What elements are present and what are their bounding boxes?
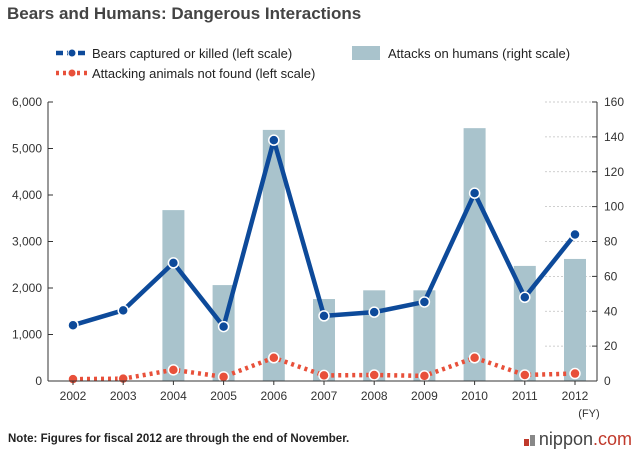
- brand-name: nippon: [538, 429, 593, 449]
- bar-2007: [313, 299, 335, 381]
- legend-not-found-marker: [67, 68, 77, 78]
- left-tick-label: 4,000: [12, 188, 42, 202]
- point-bears-2003: [117, 304, 129, 317]
- point-not-found-2005: [217, 371, 230, 383]
- legend-attacks-swatch: [352, 46, 380, 60]
- point-not-found-2008: [368, 369, 380, 381]
- right-tick-label: 140: [604, 130, 624, 144]
- attack-bars: [162, 128, 586, 381]
- left-tick-label: 5,000: [12, 142, 42, 156]
- point-not-found-2012: [569, 367, 581, 380]
- point-bears-2006: [268, 134, 280, 146]
- right-tick-label: 80: [604, 235, 618, 249]
- point-bears-2010: [468, 187, 481, 199]
- right-tick-label: 120: [604, 165, 624, 179]
- x-tick-label: 2002: [60, 389, 87, 403]
- right-tick-label: 100: [604, 200, 624, 214]
- point-not-found-2010: [468, 352, 481, 364]
- right-tick-label: 0: [604, 374, 611, 388]
- legend-not-found-label: Attacking animals not found (left scale): [92, 66, 315, 81]
- bar-2004: [162, 210, 185, 381]
- x-tick-label: 2005: [210, 389, 237, 403]
- point-bears-2004: [167, 257, 180, 269]
- point-not-found-2007: [318, 369, 330, 382]
- point-bears-2002: [67, 319, 79, 331]
- x-tick-label: 2007: [311, 389, 338, 403]
- brand-logo: nippon.com: [523, 429, 632, 450]
- x-tick-label: 2004: [160, 389, 187, 403]
- right-tick-label: 60: [604, 269, 618, 283]
- brand-suffix: .com: [592, 429, 632, 449]
- point-bears-2009: [418, 296, 431, 308]
- point-not-found-2009: [418, 370, 431, 382]
- left-tick-label: 1,000: [12, 328, 42, 342]
- legend: Bears captured or killed (left scale) Att…: [56, 46, 570, 81]
- point-bears-2005: [217, 320, 230, 333]
- point-not-found-2011: [519, 369, 531, 381]
- legend-bears-label: Bears captured or killed (left scale): [92, 46, 292, 61]
- x-tick-label: 2006: [260, 389, 287, 403]
- axes: 0 1,000 2,000 3,000 4,000 5,000 6,000 0 20 40 60 80…: [12, 95, 624, 420]
- left-tick-label: 0: [35, 374, 42, 388]
- point-bears-2012: [569, 228, 581, 241]
- bar-2012: [564, 258, 586, 381]
- brand-icon: [523, 435, 535, 446]
- right-tick-label: 20: [604, 339, 618, 353]
- bar-2009: [413, 290, 436, 381]
- x-tick-label: 2011: [512, 389, 538, 403]
- x-tick-label: 2010: [461, 389, 488, 403]
- right-tick-label: 40: [604, 304, 618, 318]
- point-bears-2008: [368, 306, 380, 318]
- point-not-found-2006: [268, 352, 280, 364]
- x-tick-label: 2003: [110, 389, 137, 403]
- bar-2006: [262, 129, 285, 381]
- left-tick-label: 2,000: [12, 281, 42, 295]
- line-not-found: [72, 355, 576, 382]
- point-bears-2007: [318, 310, 330, 322]
- line-bears: [72, 137, 577, 329]
- legend-bears-marker: [67, 48, 77, 58]
- left-tick-label: 3,000: [12, 235, 42, 249]
- x-tick-label: 2009: [411, 389, 438, 403]
- bar-2008: [363, 290, 386, 381]
- right-tick-label: 160: [604, 95, 624, 109]
- x-tick-label: 2012: [562, 389, 589, 403]
- x-axis-unit-label: (FY): [578, 408, 599, 420]
- bar-2010: [463, 128, 486, 381]
- point-bears-2011: [519, 291, 531, 304]
- point-not-found-2004: [167, 364, 180, 376]
- legend-attacks-label: Attacks on humans (right scale): [388, 46, 570, 61]
- line-series: [67, 134, 581, 385]
- left-tick-label: 6,000: [12, 95, 42, 109]
- footnote: Note: Figures for fiscal 2012 are throug…: [8, 433, 350, 445]
- chart-title: Bears and Humans: Dangerous Interactions: [7, 4, 362, 23]
- x-tick-label: 2008: [361, 389, 388, 403]
- bar-2011: [513, 265, 536, 381]
